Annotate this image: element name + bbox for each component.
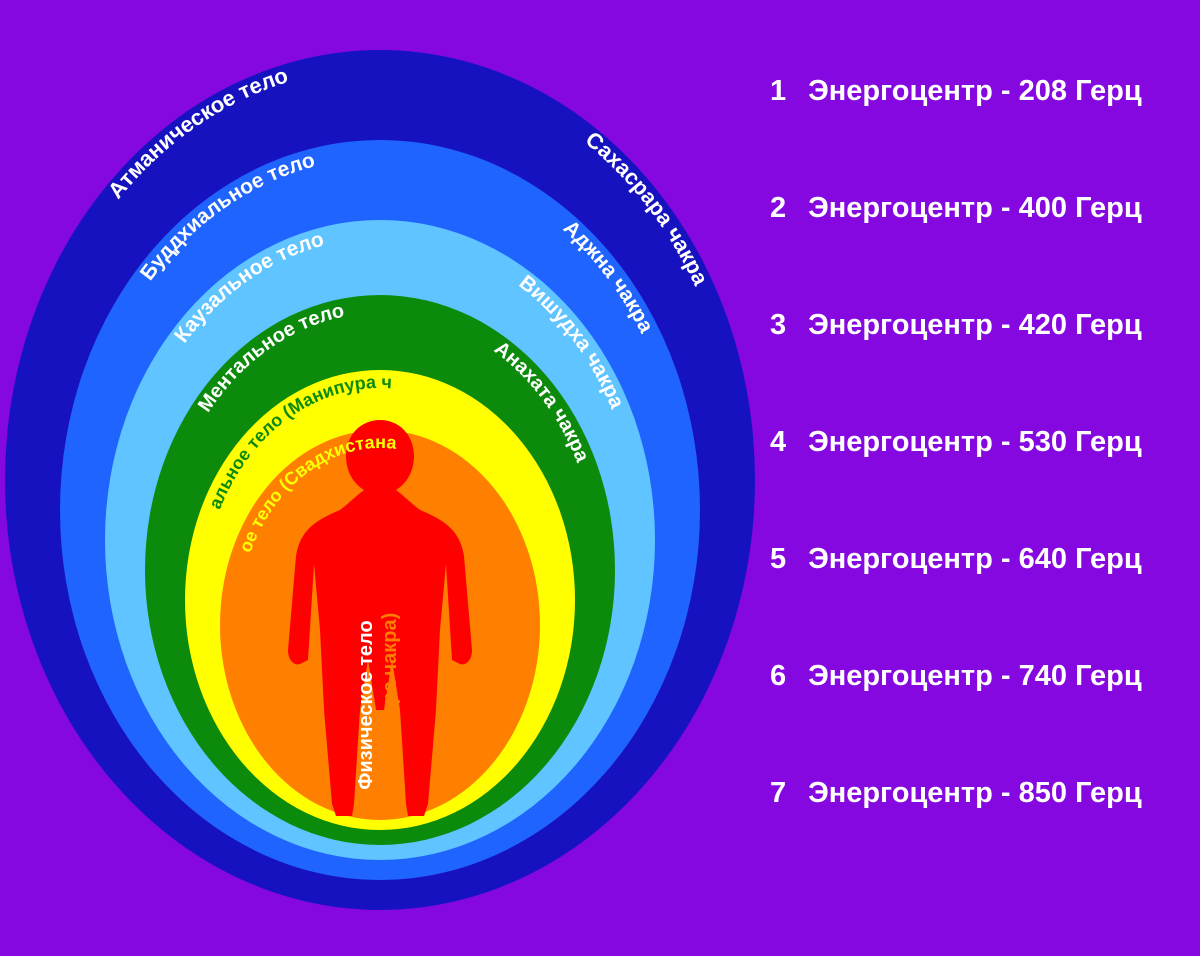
legend-row: 1 Энергоцентр - 208 Герц bbox=[770, 75, 1160, 108]
legend-text: Энергоцентр - 208 Герц bbox=[808, 75, 1142, 107]
legend-number: 3 bbox=[770, 309, 800, 342]
legend-row: 6 Энергоцентр - 740 Герц bbox=[770, 660, 1160, 693]
legend-number: 1 bbox=[770, 75, 800, 108]
legend-number: 7 bbox=[770, 777, 800, 810]
legend-row: 7 Энергоцентр - 850 Герц bbox=[770, 777, 1160, 810]
legend-row: 3 Энергоцентр - 420 Герц bbox=[770, 309, 1160, 342]
frequency-legend: 1 Энергоцентр - 208 Герц 2 Энергоцентр -… bbox=[770, 75, 1160, 894]
legend-text: Энергоцентр - 530 Герц bbox=[808, 426, 1142, 458]
legend-row: 2 Энергоцентр - 400 Герц bbox=[770, 192, 1160, 225]
legend-row: 5 Энергоцентр - 640 Герц bbox=[770, 543, 1160, 576]
legend-text: Энергоцентр - 640 Герц bbox=[808, 543, 1142, 575]
legend-number: 4 bbox=[770, 426, 800, 459]
muladhara-label: (Муладхара чакра) bbox=[379, 613, 401, 798]
legend-number: 6 bbox=[770, 660, 800, 693]
legend-text: Энергоцентр - 420 Герц bbox=[808, 309, 1142, 341]
legend-text: Энергоцентр - 850 Герц bbox=[808, 777, 1142, 809]
diagram-canvas: Атманическое телоСахасрара чакраБуддхиал… bbox=[0, 0, 1200, 956]
legend-number: 2 bbox=[770, 192, 800, 225]
legend-text: Энергоцентр - 740 Герц bbox=[808, 660, 1142, 692]
physical-body-label: Физическое тело bbox=[355, 620, 377, 789]
legend-number: 5 bbox=[770, 543, 800, 576]
legend-row: 4 Энергоцентр - 530 Герц bbox=[770, 426, 1160, 459]
legend-text: Энергоцентр - 400 Герц bbox=[808, 192, 1142, 224]
